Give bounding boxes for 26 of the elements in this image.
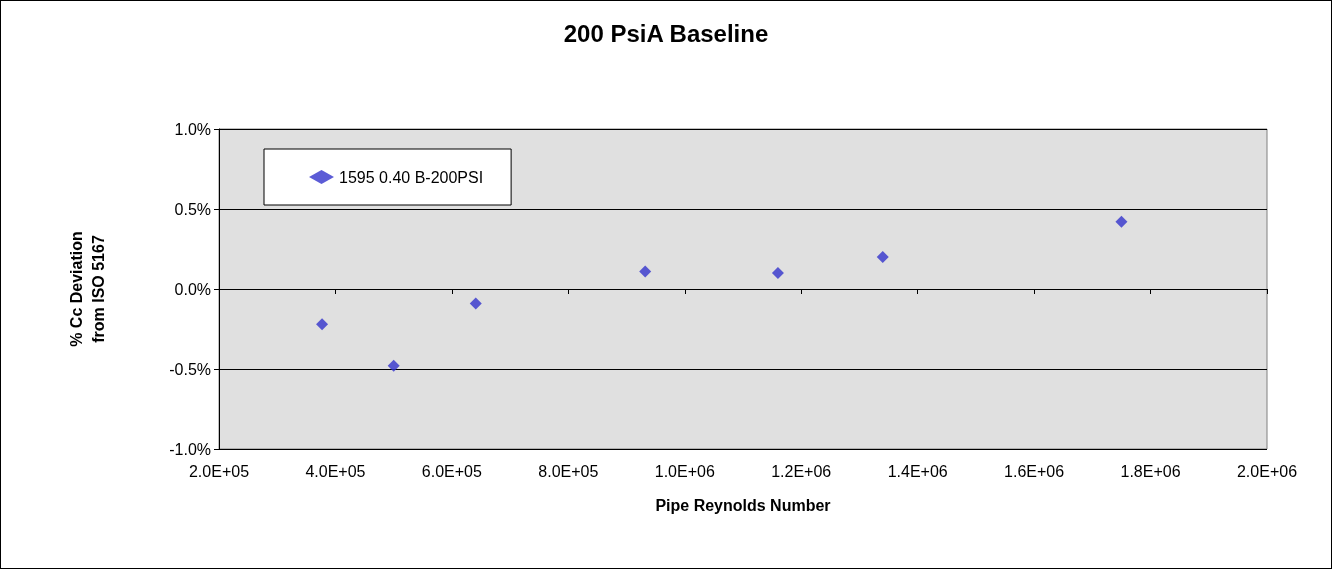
point	[469, 297, 482, 310]
x-tick-label: 1.8E+06	[1120, 462, 1181, 480]
x-tick-label: 6.0E+05	[421, 462, 483, 480]
legend-label: 1595 0.40 B-200PSI	[339, 168, 484, 186]
point	[771, 267, 784, 279]
x-tick-label: 1.0E+06	[654, 462, 715, 480]
y-tick-label: -1.0%	[169, 440, 211, 458]
point	[876, 251, 889, 263]
point	[387, 359, 400, 372]
point	[639, 265, 652, 278]
chart-title: 200 PsiA Baseline	[563, 19, 769, 47]
y-tick-label: -0.5%	[169, 360, 211, 378]
x-tick-label: 2.0E+06	[1236, 462, 1298, 480]
x-tick-label: 1.2E+06	[771, 462, 832, 480]
point	[1115, 215, 1128, 228]
y-tick-label: 0.5%	[174, 200, 211, 218]
x-tick-label: 1.6E+06	[1004, 462, 1065, 480]
point	[316, 318, 329, 331]
x-tick-label: 1.4E+06	[887, 462, 948, 480]
x-tick-label: 4.0E+05	[305, 462, 366, 480]
y-tick-label: 0.0%	[174, 280, 211, 298]
y-axis-title: % Cc Deviation from ISO 5167	[67, 231, 107, 347]
y-tick-label: 1.0%	[174, 120, 211, 138]
x-axis-title: Pipe Reynolds Number	[655, 496, 831, 514]
x-tick-label: 8.0E+05	[538, 462, 599, 480]
x-tick-label: 2.0E+05	[188, 462, 250, 480]
